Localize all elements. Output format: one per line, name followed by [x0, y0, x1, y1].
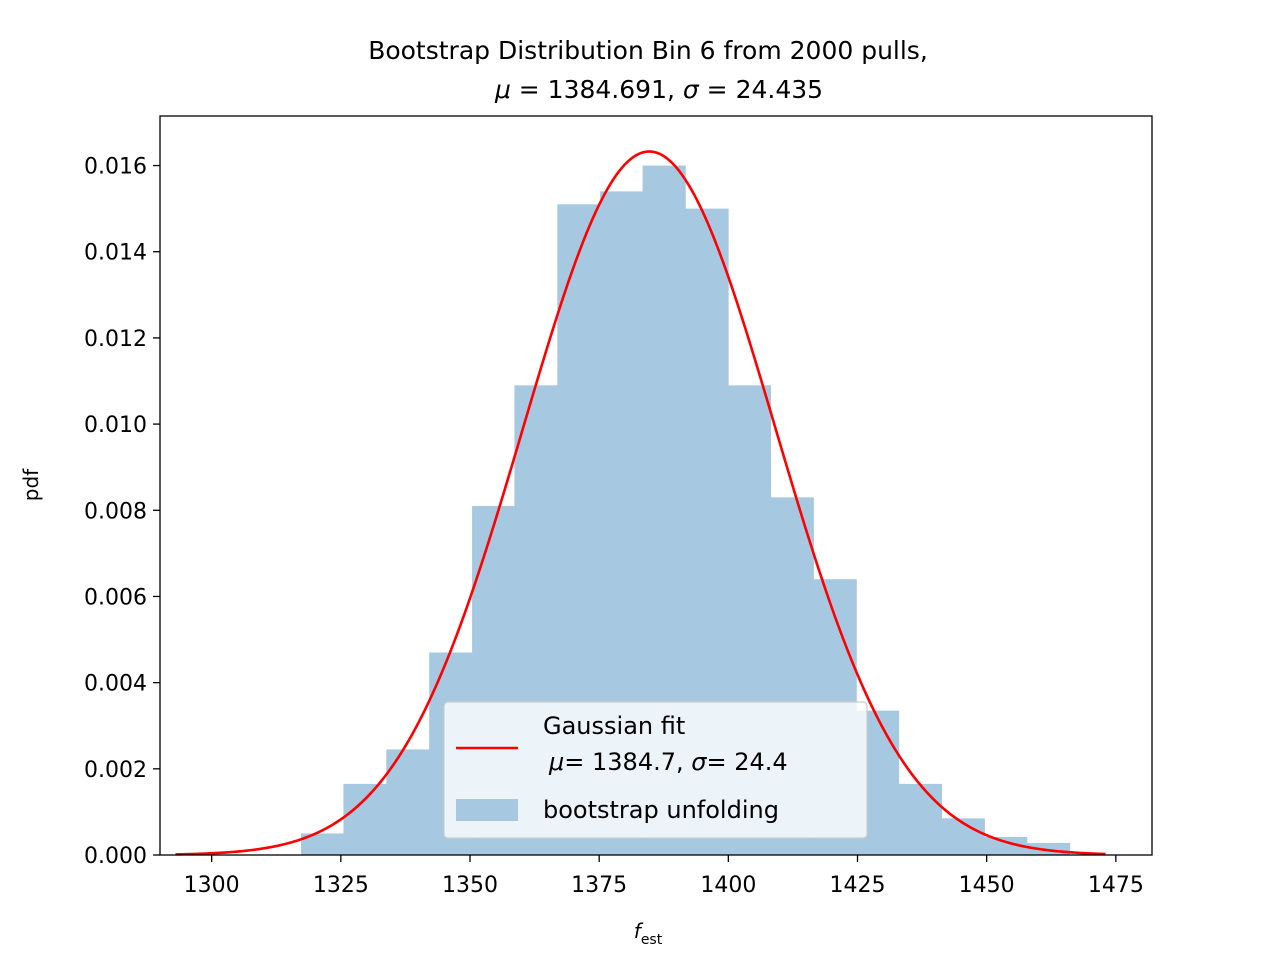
x-axis-label: fest [634, 919, 663, 948]
x-tick-label: 1400 [700, 873, 756, 898]
x-axis-label-subscript: est [641, 932, 663, 948]
legend-sigma-value: = 24.4 [706, 748, 787, 776]
y-tick-label: 0.010 [84, 413, 147, 438]
y-tick-label: 0.012 [84, 327, 147, 352]
y-axis-ticks: 0.000 0.002 0.004 0.006 0.008 0.010 0.012 0.014… [84, 155, 160, 869]
histogram-bar [386, 749, 430, 855]
legend-fit-label-line1: Gaussian fit [543, 712, 685, 740]
y-tick-label: 0.016 [84, 155, 147, 180]
title-sigma-symbol: σ [683, 75, 700, 104]
legend-hist-label: bootstrap unfolding [543, 796, 779, 824]
legend-hist-swatch [456, 799, 518, 821]
gaussian-fit-curve [175, 150, 1106, 856]
x-tick-label: 1425 [830, 873, 886, 898]
x-tick-label: 1300 [184, 873, 240, 898]
y-tick-label: 0.006 [84, 585, 147, 610]
histogram-bar [343, 783, 387, 855]
x-tick-label: 1475 [1088, 873, 1144, 898]
x-tick-label: 1450 [959, 873, 1015, 898]
y-axis-label: pdf [19, 468, 43, 501]
legend-mu-symbol: μ [548, 748, 564, 776]
y-tick-label: 0.000 [84, 844, 147, 869]
title-sigma-value: = 24.435 [699, 75, 823, 104]
title-mu-symbol: μ [494, 75, 511, 104]
y-tick-label: 0.002 [84, 758, 147, 783]
x-tick-label: 1325 [313, 873, 369, 898]
legend-box [443, 701, 868, 839]
histogram-bar [984, 836, 1028, 855]
y-tick-label: 0.014 [84, 241, 147, 266]
histogram-bar [301, 833, 344, 855]
title-mu-value: = 1384.691, [511, 75, 683, 104]
x-axis-label-main: f [634, 919, 644, 943]
legend-fit-label-line2: μ= 1384.7, σ= 24.4 [548, 748, 788, 776]
legend-mu-value: = 1384.7, [564, 748, 691, 776]
y-tick-label: 0.008 [84, 499, 147, 524]
chart-title-line2: μ = 1384.691, σ = 24.435 [494, 75, 823, 104]
legend: Gaussian fit μ= 1384.7, σ= 24.4 bootstra… [443, 701, 868, 839]
x-tick-label: 1375 [571, 873, 627, 898]
y-tick-label: 0.004 [84, 672, 147, 697]
x-axis-ticks: 1300 1325 1350 1375 1400 1425 1450 1475 [184, 855, 1144, 898]
chart-title-line1: Bootstrap Distribution Bin 6 from 2000 p… [368, 36, 928, 65]
histogram-bar [898, 783, 943, 855]
axes-frame [159, 115, 1153, 856]
legend-sigma-symbol: σ [691, 748, 707, 776]
x-tick-label: 1350 [442, 873, 498, 898]
